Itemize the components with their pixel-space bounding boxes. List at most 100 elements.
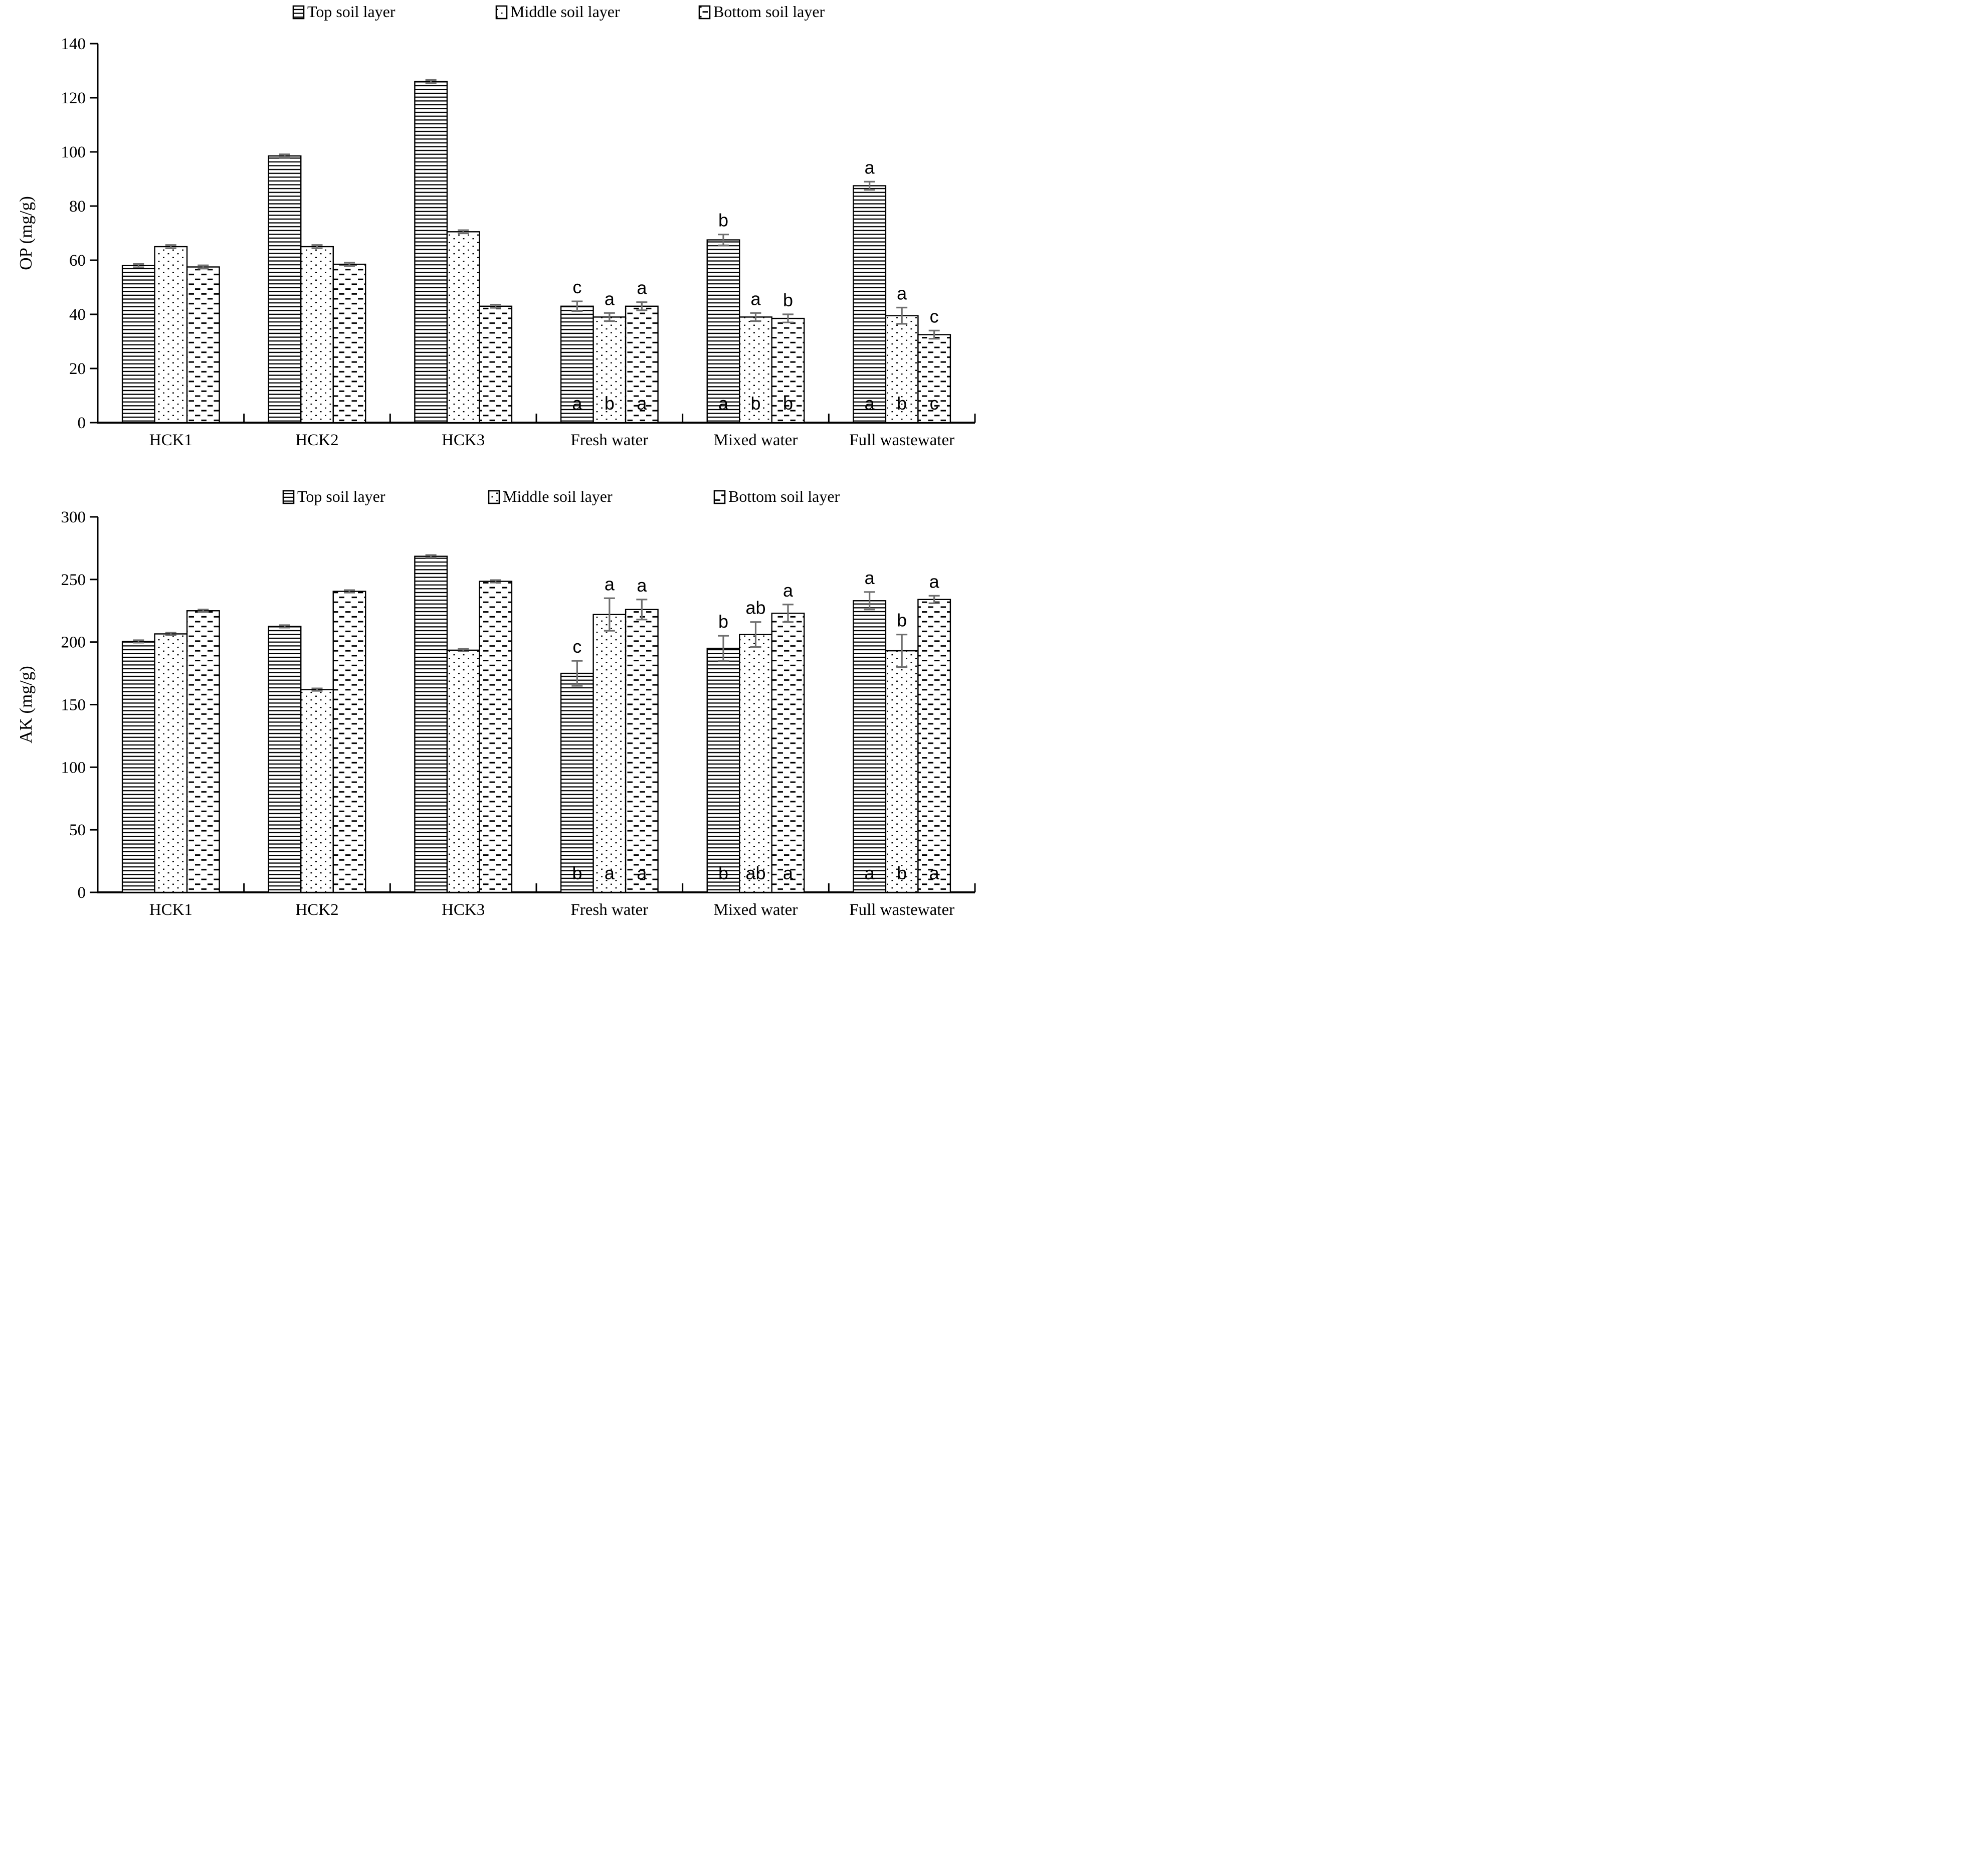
- op-chart: Top soil layer Middle soil layer Bottom so…: [16, 3, 976, 449]
- error-bar-middle-soil-layer-hck1: [165, 244, 176, 249]
- horizontal-lines-swatch-icon: [292, 5, 305, 20]
- legend: Top soil layer Middle soil layer Bottom so…: [292, 3, 825, 21]
- letter-above-bottom-soil-layer-mixed-water: a: [783, 580, 794, 601]
- letter-inside-bottom-soil-layer-mixed-water: b: [783, 393, 793, 414]
- error-bar-bottom-soil-layer-mixed-water: [782, 604, 794, 623]
- letter-inside-top-soil-layer-full-wastewater: a: [865, 863, 875, 883]
- category-label-full-wastewater: Full wastewater: [849, 431, 954, 449]
- letter-above-middle-soil-layer-fresh-water: a: [605, 288, 615, 309]
- y-tick-label: 100: [61, 759, 86, 777]
- dashes-swatch-icon: [713, 490, 726, 504]
- bar-bottom-soil-layer-mixed-water: [771, 317, 805, 424]
- bar-bottom-soil-layer-hck2: [332, 591, 366, 893]
- letter-above-bottom-soil-layer-fresh-water: a: [637, 278, 647, 298]
- bar-top-soil-layer-mixed-water: [706, 647, 740, 893]
- y-tick-label: 80: [69, 198, 86, 216]
- y-axis-title: OP (mg/g): [16, 196, 36, 270]
- error-bar-bottom-soil-layer-fresh-water: [636, 599, 648, 621]
- letter-inside-top-soil-layer-fresh-water: a: [572, 393, 582, 414]
- legend-item-middle-soil-layer: Middle soil layer: [495, 3, 620, 21]
- letter-inside-middle-soil-layer-mixed-water: ab: [745, 863, 765, 883]
- bar-bottom-soil-layer-full-wastewater: [917, 599, 951, 893]
- bar-bottom-soil-layer-hck1: [186, 610, 220, 893]
- bar-bottom-soil-layer-hck3: [479, 305, 513, 424]
- bar-middle-soil-layer-hck3: [446, 231, 480, 424]
- y-tick-label: 200: [61, 634, 86, 652]
- y-tick-label: 140: [61, 35, 86, 53]
- error-bar-top-soil-layer-mixed-water: [718, 234, 729, 246]
- legend-label: Top soil layer: [297, 487, 385, 505]
- dots-swatch-icon: [495, 5, 508, 20]
- bar-middle-soil-layer-mixed-water: [739, 634, 772, 893]
- bar-top-soil-layer-hck3: [414, 555, 448, 893]
- error-bar-bottom-soil-layer-hck1: [197, 264, 209, 270]
- error-bar-bottom-soil-layer-hck1: [197, 609, 209, 613]
- error-bar-top-soil-layer-full-wastewater: [864, 180, 875, 191]
- bar-top-soil-layer-full-wastewater: [853, 600, 887, 893]
- letter-above-middle-soil-layer-mixed-water: ab: [745, 598, 765, 618]
- error-bar-top-soil-layer-fresh-water: [571, 300, 583, 312]
- dual-bar-chart-figure: Top soil layer Middle soil layer Bottom so…: [0, 0, 989, 938]
- bar-top-soil-layer-hck1: [121, 265, 155, 424]
- error-bar-top-soil-layer-hck1: [133, 263, 144, 268]
- bar-top-soil-layer-fresh-water: [560, 672, 594, 893]
- error-bar-middle-soil-layer-full-wastewater: [896, 306, 908, 325]
- letter-above-middle-soil-layer-fresh-water: a: [605, 574, 615, 594]
- y-tick-label: 50: [69, 821, 86, 839]
- letter-above-bottom-soil-layer-full-wastewater: a: [929, 571, 940, 592]
- letter-inside-bottom-soil-layer-mixed-water: a: [783, 863, 794, 883]
- legend: Top soil layer Middle soil layer Bottom so…: [282, 487, 840, 505]
- letter-above-bottom-soil-layer-full-wastewater: c: [930, 306, 939, 326]
- legend-item-bottom-soil-layer: Bottom soil layer: [698, 3, 825, 21]
- letter-inside-middle-soil-layer-fresh-water: a: [605, 863, 615, 883]
- bar-middle-soil-layer-hck3: [446, 649, 480, 893]
- bar-top-soil-layer-hck2: [268, 626, 302, 893]
- legend-item-top-soil-layer: Top soil layer: [282, 487, 385, 505]
- horizontal-lines-swatch-icon: [282, 490, 295, 504]
- error-bar-top-soil-layer-hck2: [279, 153, 290, 158]
- error-bar-bottom-soil-layer-hck2: [344, 589, 355, 594]
- bar-middle-soil-layer-fresh-water: [592, 316, 627, 424]
- error-bar-bottom-soil-layer-hck2: [344, 262, 355, 267]
- category-label-fresh-water: Fresh water: [570, 901, 648, 919]
- legend-item-top-soil-layer: Top soil layer: [292, 3, 395, 21]
- dots-swatch-icon: [488, 490, 500, 504]
- error-bar-bottom-soil-layer-mixed-water: [782, 313, 794, 323]
- error-bar-middle-soil-layer-mixed-water: [750, 621, 761, 648]
- error-bar-middle-soil-layer-mixed-water: [750, 312, 761, 322]
- bar-middle-soil-layer-hck2: [300, 246, 334, 424]
- error-bar-bottom-soil-layer-full-wastewater: [928, 595, 940, 604]
- error-bar-middle-soil-layer-hck2: [311, 687, 323, 692]
- bar-top-soil-layer-mixed-water: [706, 239, 740, 424]
- bar-bottom-soil-layer-full-wastewater: [917, 334, 951, 424]
- letter-above-bottom-soil-layer-mixed-water: b: [783, 290, 793, 310]
- error-bar-middle-soil-layer-hck3: [458, 229, 469, 235]
- legend-label: Bottom soil layer: [728, 487, 840, 505]
- category-label-hck3: HCK3: [442, 431, 485, 449]
- bar-middle-soil-layer-hck2: [300, 689, 334, 893]
- letter-inside-middle-soil-layer-mixed-water: b: [750, 393, 760, 414]
- y-tick-label: 20: [69, 360, 86, 378]
- axes: 0 20 40 60 80 100 120 140 OP (mg/g): [16, 35, 976, 432]
- bar-middle-soil-layer-fresh-water: [592, 614, 627, 893]
- bar-middle-soil-layer-full-wastewater: [885, 650, 919, 893]
- y-tick-label: 150: [61, 696, 86, 714]
- letter-above-middle-soil-layer-full-wastewater: a: [897, 283, 907, 304]
- letter-inside-middle-soil-layer-full-wastewater: b: [897, 393, 907, 414]
- error-bar-middle-soil-layer-fresh-water: [604, 597, 615, 632]
- category-label-hck3: HCK3: [442, 901, 485, 919]
- bar-bottom-soil-layer-mixed-water: [771, 613, 805, 893]
- letter-above-top-soil-layer-fresh-water: c: [572, 277, 581, 297]
- error-bar-middle-soil-layer-fresh-water: [604, 312, 615, 322]
- axes: 0 50 100 150 200 250 300 AK (mg/g): [16, 508, 976, 902]
- error-bar-bottom-soil-layer-hck3: [490, 579, 501, 584]
- bar-bottom-soil-layer-hck1: [186, 266, 220, 424]
- bar-top-soil-layer-hck2: [268, 155, 302, 424]
- bar-middle-soil-layer-hck1: [154, 246, 188, 424]
- letter-above-top-soil-layer-full-wastewater: a: [865, 157, 875, 177]
- bar-bottom-soil-layer-hck3: [479, 581, 513, 893]
- letter-above-top-soil-layer-mixed-water: b: [718, 210, 728, 231]
- bar-bottom-soil-layer-fresh-water: [625, 305, 659, 424]
- letter-inside-top-soil-layer-fresh-water: b: [572, 863, 582, 883]
